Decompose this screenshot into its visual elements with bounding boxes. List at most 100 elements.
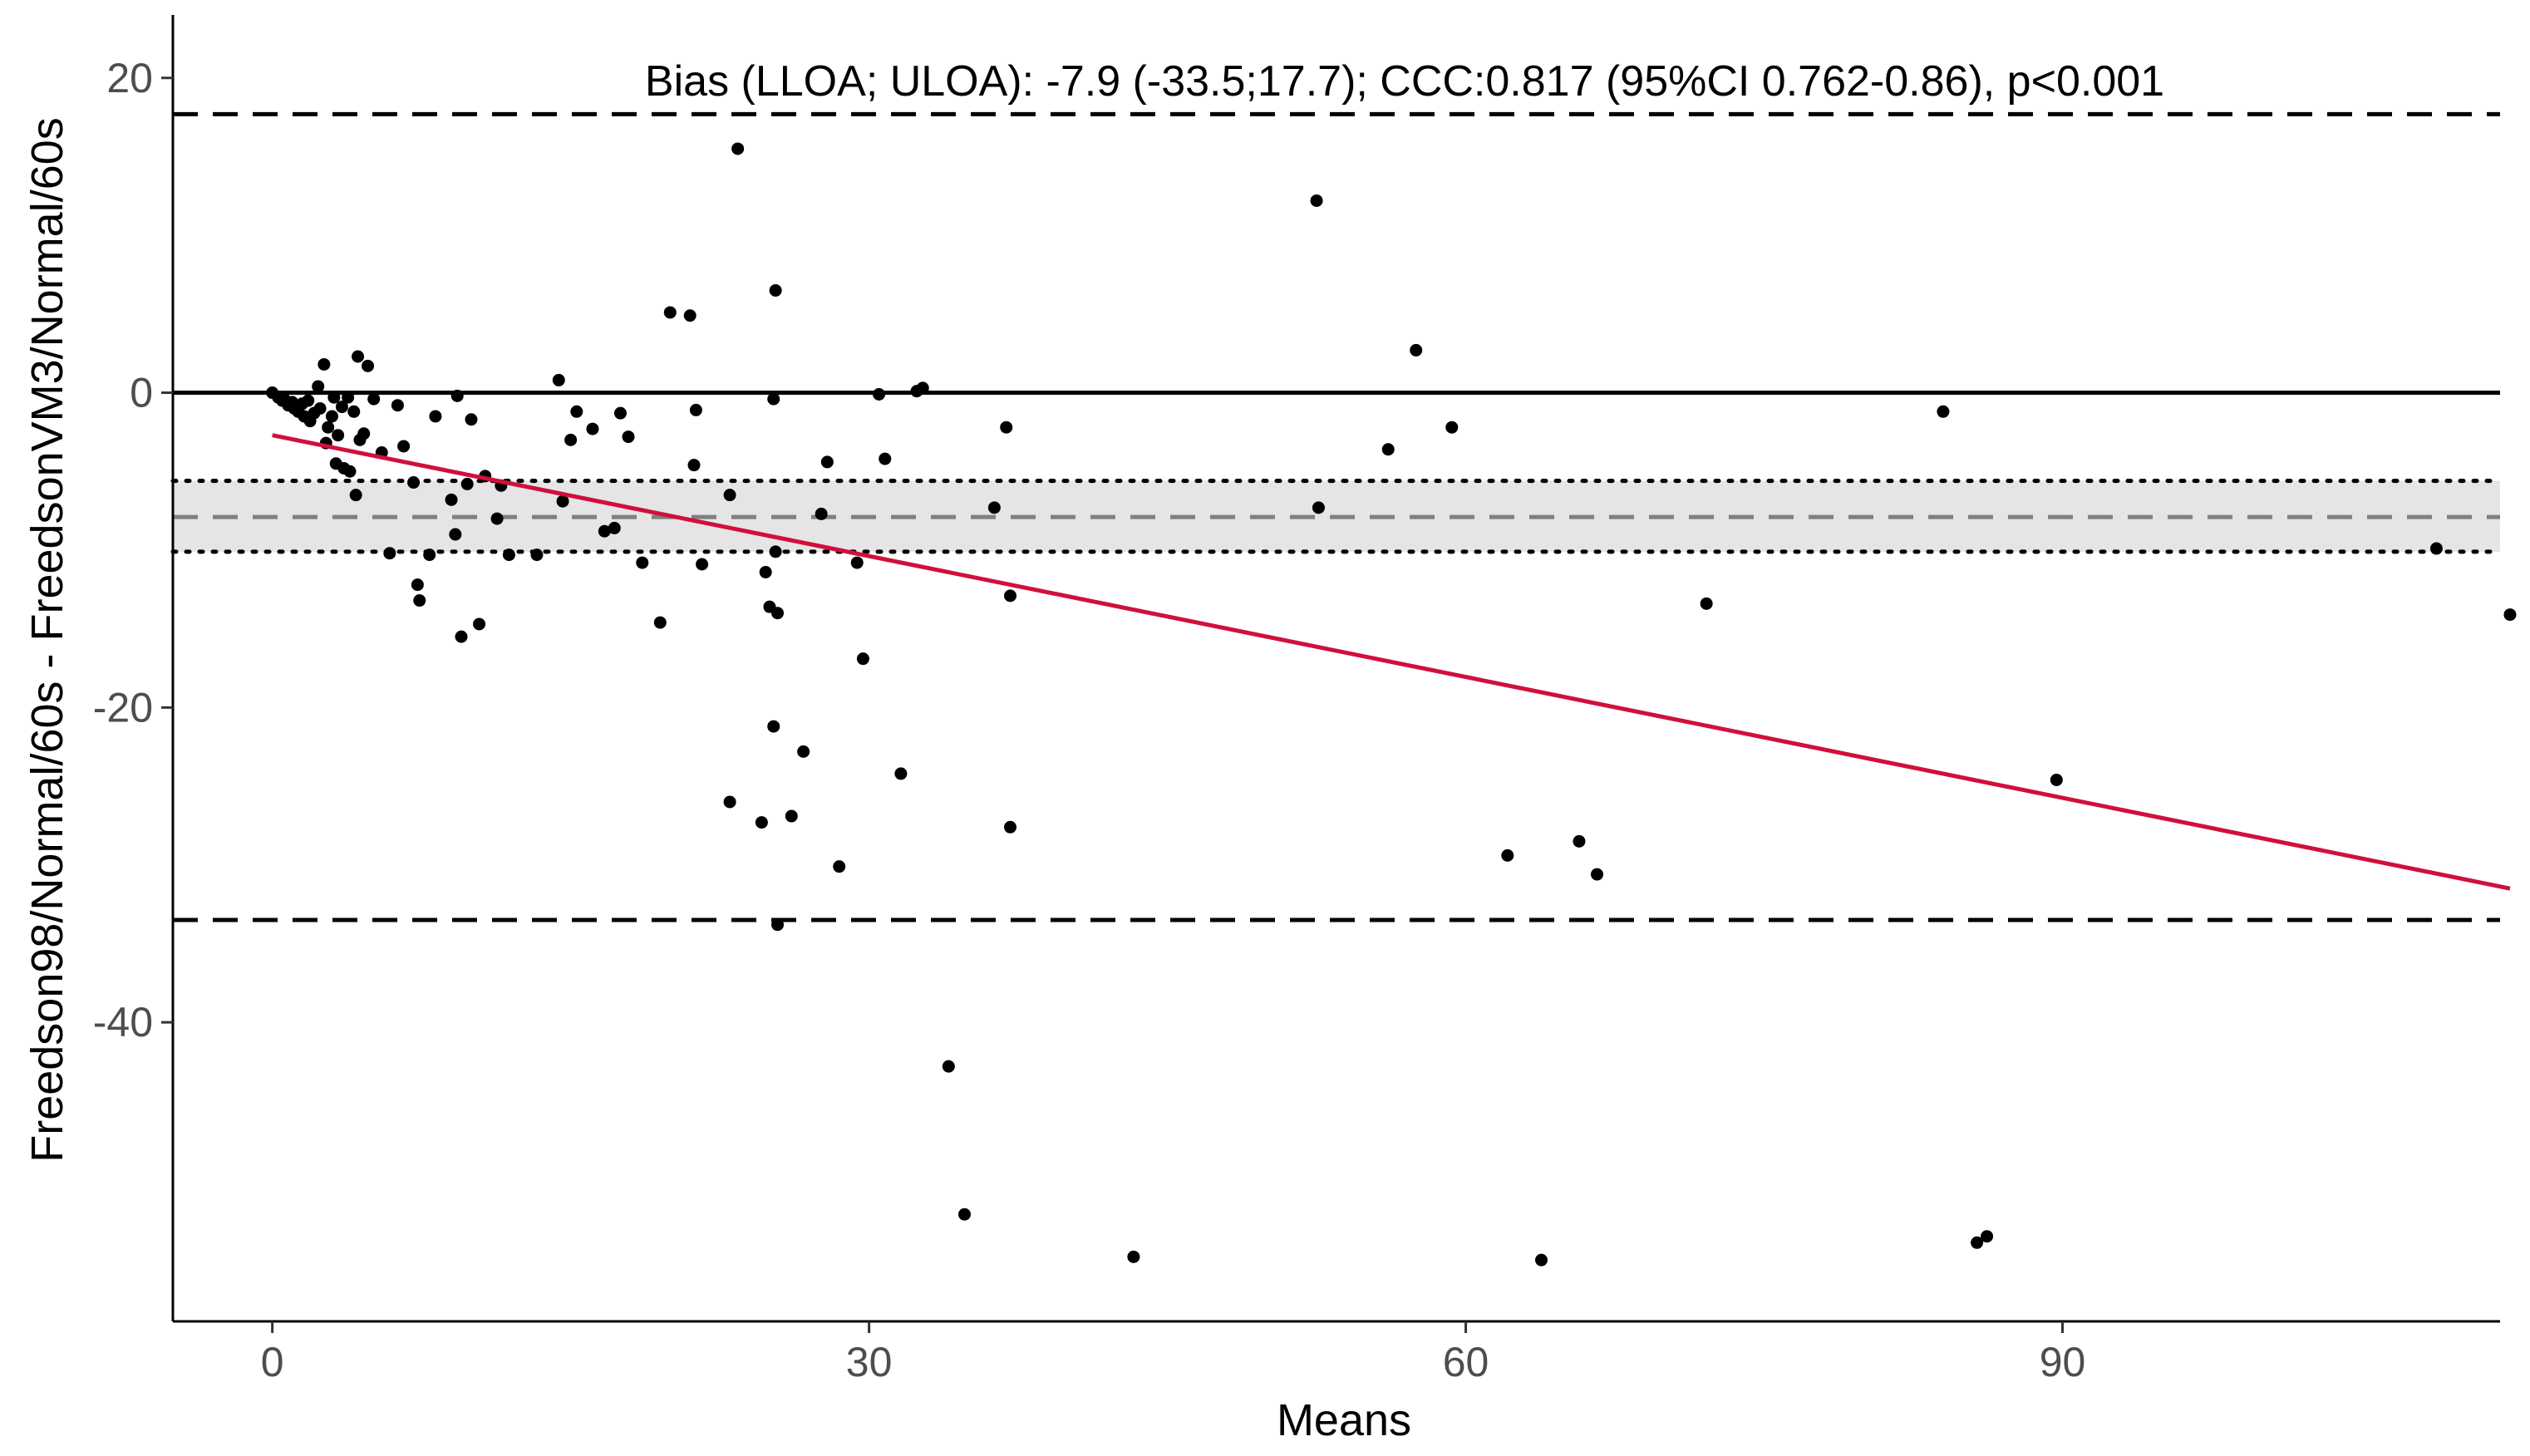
data-point [357, 427, 371, 440]
data-point [325, 410, 338, 423]
data-point [767, 720, 780, 733]
data-point [2050, 773, 2063, 786]
data-point [407, 476, 421, 489]
data-point [771, 607, 785, 620]
data-point [362, 359, 375, 372]
data-point [1937, 405, 1950, 418]
data-point [873, 387, 886, 401]
data-point [317, 357, 331, 371]
data-point [942, 1060, 955, 1073]
x-tick-label: 30 [846, 1339, 893, 1385]
data-point [815, 507, 828, 520]
data-point [1971, 1236, 1984, 1249]
data-point [450, 389, 464, 402]
data-point [423, 548, 436, 562]
data-point [1534, 1253, 1548, 1267]
regression-line [272, 433, 2511, 891]
data-point [1127, 1250, 1140, 1263]
data-point [335, 401, 348, 414]
data-point [767, 392, 780, 406]
data-point [342, 391, 355, 404]
y-tick-label: 20 [106, 55, 153, 101]
data-point [755, 816, 768, 829]
data-point [613, 406, 627, 420]
data-point [502, 548, 515, 562]
data-point [771, 918, 785, 932]
data-point [352, 350, 365, 363]
data-point [894, 767, 908, 780]
data-point [556, 494, 569, 508]
data-point [759, 565, 772, 578]
data-point [1310, 194, 1323, 207]
data-point [856, 652, 869, 666]
y-tick-label: -20 [93, 684, 153, 730]
data-point [2503, 608, 2517, 622]
data-point [391, 399, 404, 412]
data-point [322, 421, 335, 434]
data-point [689, 403, 702, 416]
y-tick-label: -40 [93, 999, 153, 1045]
data-point [1501, 849, 1514, 862]
data-point [598, 524, 611, 538]
data-point [636, 556, 649, 569]
data-point [820, 455, 834, 469]
data-point [411, 578, 424, 592]
data-point [850, 556, 864, 569]
data-point [663, 306, 677, 319]
data-point [552, 373, 565, 386]
data-point [367, 392, 381, 406]
data-point [1445, 421, 1459, 434]
data-point [608, 521, 621, 534]
data-point [987, 501, 1001, 514]
data-point [731, 142, 745, 155]
data-point [413, 594, 426, 607]
x-tick-label: 0 [261, 1339, 284, 1385]
data-point [383, 547, 396, 560]
x-axis: 0 30 60 90 [173, 1320, 2500, 1385]
data-point [445, 493, 458, 506]
data-point [564, 433, 578, 446]
data-point [586, 422, 599, 435]
data-point [449, 528, 462, 541]
data-point [723, 489, 736, 502]
data-point [313, 401, 327, 415]
data-point [687, 459, 701, 472]
x-tick-label: 90 [2040, 1339, 2086, 1385]
data-point [833, 860, 846, 873]
data-point [1591, 868, 1604, 881]
data-point [1000, 421, 1013, 434]
data-point [2429, 542, 2443, 555]
data-point [570, 405, 583, 418]
y-tick-label: 0 [130, 370, 153, 416]
data-point [429, 410, 442, 423]
data-point [490, 512, 504, 525]
data-point [397, 440, 411, 453]
data-point [473, 617, 486, 631]
data-point [1410, 343, 1423, 357]
data-point [769, 545, 782, 558]
data-point [1981, 1230, 1994, 1243]
x-axis-title: Means [1277, 1395, 1411, 1445]
x-tick-label: 60 [1443, 1339, 1489, 1385]
data-point [455, 630, 468, 643]
chart-title: Bias (LLOA; ULOA): -7.9 (-33.5;17.7); CC… [645, 57, 2164, 106]
data-point [769, 283, 782, 297]
data-point [653, 616, 667, 629]
data-point [622, 430, 635, 444]
data-point [1381, 443, 1395, 456]
data-point [785, 809, 798, 823]
data-point [343, 465, 357, 478]
data-point [1004, 820, 1017, 834]
data-point [683, 309, 696, 322]
data-point [696, 558, 709, 571]
data-point [957, 1208, 971, 1221]
data-point [879, 452, 892, 465]
y-axis: 20 0 -20 -40 [93, 15, 175, 1321]
data-point [916, 381, 929, 395]
data-point [797, 745, 810, 758]
data-point [530, 548, 544, 562]
y-axis-title: Freedson98/Normal/60s - FreedsonVM3/Norm… [22, 117, 72, 1163]
data-point [332, 429, 345, 442]
data-point [460, 477, 474, 490]
